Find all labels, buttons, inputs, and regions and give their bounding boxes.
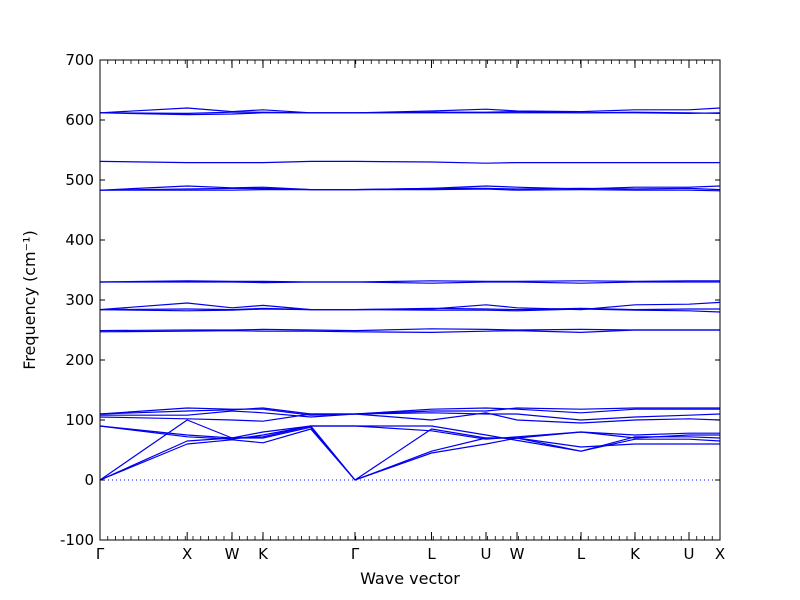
x-tick-label: K <box>630 545 641 563</box>
phonon-branch-13 <box>99 301 721 311</box>
phonon-branch-23 <box>99 111 721 115</box>
y-tick-label: 700 <box>65 51 94 69</box>
x-tick-label: K <box>258 545 269 563</box>
plot-frame <box>99 59 721 541</box>
phonon-branch-22 <box>99 110 721 116</box>
x-axis-label: Wave vector <box>360 569 460 588</box>
phonon-branch-4 <box>99 425 721 452</box>
y-tick-label: 300 <box>65 291 94 309</box>
y-tick-label: -100 <box>60 531 94 549</box>
x-tick-label: X <box>182 545 192 563</box>
phonon-branch-7 <box>100 410 721 421</box>
y-tick-label: 400 <box>65 231 94 249</box>
phonon-branch-20 <box>99 160 720 164</box>
x-tick-label: U <box>481 545 492 563</box>
y-tick-label: 0 <box>84 471 94 489</box>
x-tick-label: L <box>577 545 586 563</box>
y-tick-label: 600 <box>65 111 94 129</box>
phonon-branch-11 <box>99 328 720 332</box>
y-axis-label: Frequency (cm⁻¹) <box>20 230 39 369</box>
phonon-branch-9 <box>99 407 720 415</box>
x-tick-label: W <box>225 545 240 563</box>
x-tick-label: X <box>715 545 725 563</box>
x-tick-label: Γ <box>96 545 105 563</box>
x-tick-label: Γ <box>351 545 360 563</box>
x-tick-label: W <box>510 545 525 563</box>
phonon-branch-5 <box>99 425 720 440</box>
y-tick-label: 100 <box>65 411 94 429</box>
phonon-branch-19 <box>100 188 721 192</box>
phonon-branch-6 <box>99 412 721 424</box>
plot-content <box>99 107 721 481</box>
y-tick-label: 500 <box>65 171 94 189</box>
phonon-branch-14 <box>99 308 721 313</box>
y-tick-label: 200 <box>65 351 94 369</box>
phonon-branch-16 <box>100 281 720 284</box>
x-tick-label: L <box>427 545 436 563</box>
phonon-branch-18 <box>99 185 721 191</box>
x-tick-label: U <box>684 545 695 563</box>
